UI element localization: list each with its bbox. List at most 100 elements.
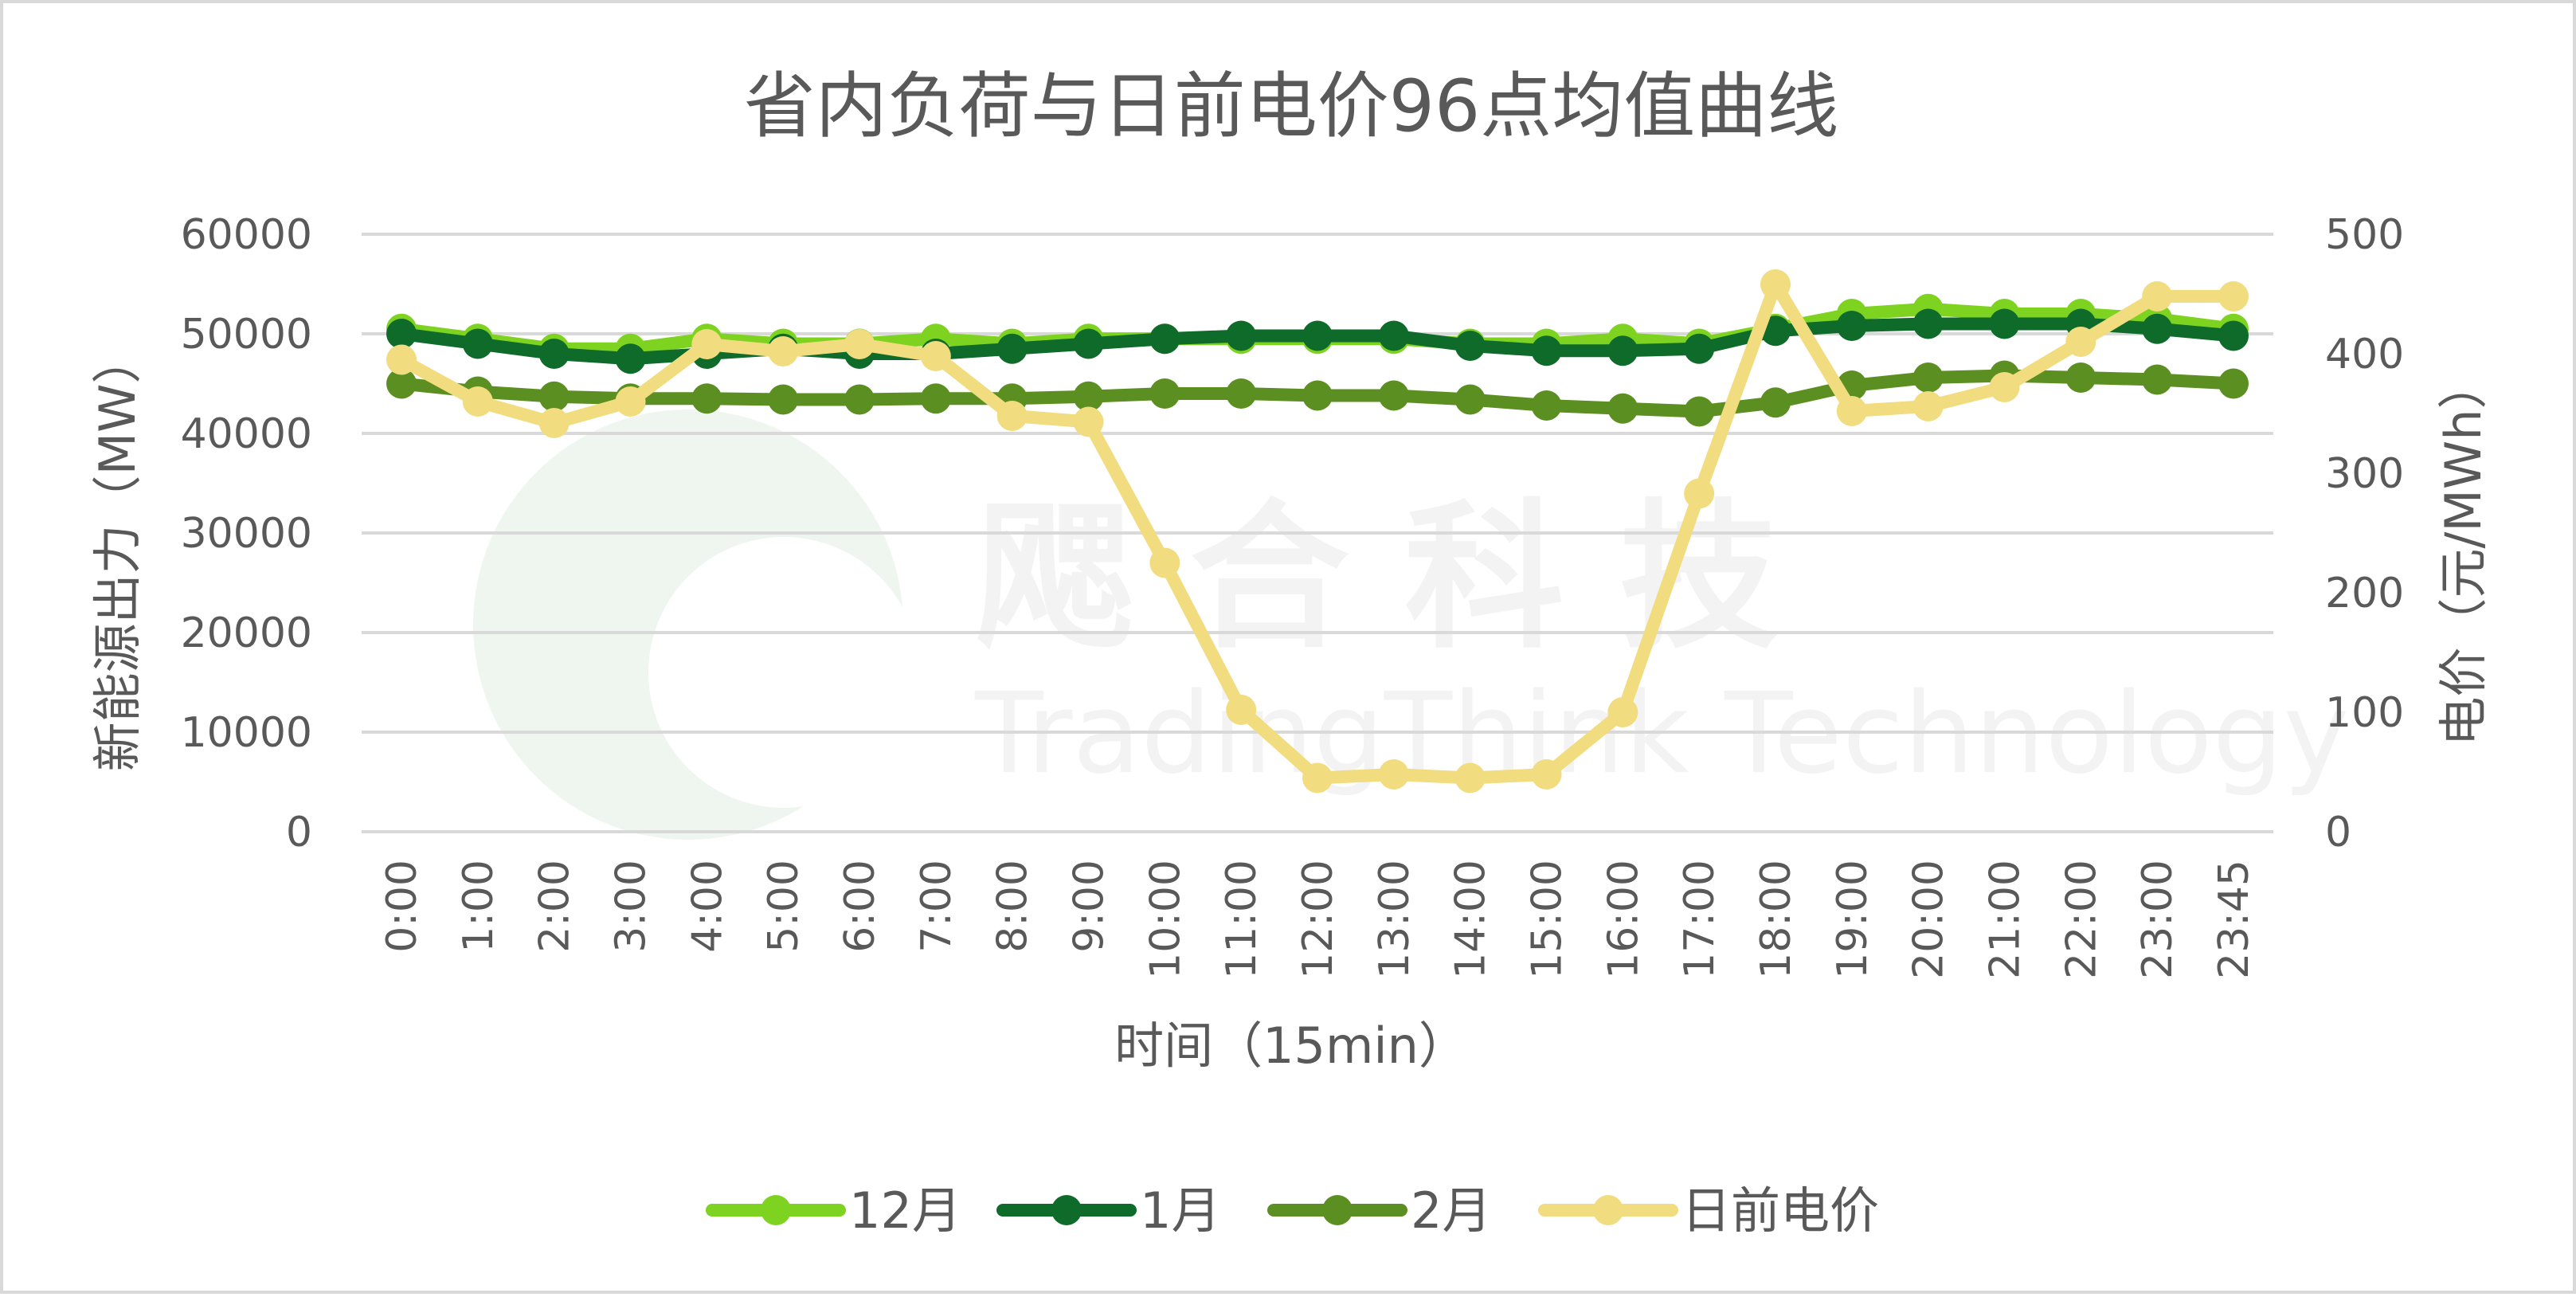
chart-canvas: 飔 合 科 技 TradingThink Technology 省内负荷与日前电… (88, 65, 2492, 1240)
data-point (1378, 759, 1409, 790)
x-tick: 21:00 (1982, 860, 2030, 979)
data-point (1760, 387, 1791, 418)
data-point (1531, 759, 1562, 790)
data-point (615, 343, 646, 374)
x-tick: 2:00 (531, 860, 579, 953)
data-point (1149, 547, 1180, 578)
data-point (1149, 378, 1180, 409)
data-point (386, 319, 417, 349)
data-point (538, 381, 570, 412)
data-point (1760, 269, 1791, 300)
data-point (386, 368, 417, 399)
data-point (1684, 333, 1715, 364)
data-point (1531, 390, 1562, 421)
y-tick-left: 0 (286, 809, 312, 856)
legend-marker (1322, 1195, 1353, 1225)
x-tick: 11:00 (1218, 860, 1266, 979)
data-point (1226, 378, 1257, 409)
data-point (1302, 380, 1333, 411)
data-point (844, 329, 875, 359)
data-point (996, 401, 1028, 431)
legend-marker (761, 1195, 791, 1225)
left-axis-ticks: 60000 50000 40000 30000 20000 10000 0 (181, 211, 312, 856)
watermark-cn: 飔 合 科 技 (975, 485, 1779, 671)
data-point (691, 383, 722, 414)
data-point (2065, 362, 2096, 393)
data-point (2142, 281, 2173, 312)
legend-item: 1月 (996, 1181, 1220, 1240)
x-tick: 22:00 (2057, 860, 2105, 979)
y-tick-left: 60000 (181, 211, 312, 259)
data-point (920, 341, 951, 371)
data-point (2218, 281, 2249, 312)
y-tick-left: 20000 (181, 609, 312, 657)
data-point (768, 336, 799, 366)
legend-item: 2月 (1267, 1181, 1491, 1240)
x-tick: 23:45 (2210, 860, 2258, 979)
data-point (1378, 320, 1409, 351)
data-point (1149, 323, 1180, 355)
y-tick-right: 0 (2325, 809, 2351, 856)
x-tick: 13:00 (1371, 860, 1419, 979)
x-tick: 3:00 (608, 860, 656, 953)
data-point (1302, 320, 1333, 351)
data-point (1073, 406, 1104, 437)
x-tick: 6:00 (836, 860, 884, 953)
data-point (2065, 327, 2096, 357)
x-tick: 23:00 (2134, 860, 2182, 979)
x-tick: 5:00 (760, 860, 808, 953)
data-point (2218, 320, 2249, 351)
data-point (768, 384, 799, 415)
y-tick-left: 50000 (181, 311, 312, 359)
data-point (1454, 762, 1486, 793)
y-tick-right: 500 (2325, 211, 2404, 259)
right-axis-ticks: 500 400 300 200 100 0 (2325, 211, 2404, 856)
data-point (1531, 335, 1562, 366)
data-point (1836, 396, 1867, 426)
data-point (1378, 380, 1409, 411)
y-tick-left: 10000 (181, 709, 312, 757)
data-point (1226, 320, 1257, 351)
watermark-logo-inner-icon (648, 537, 919, 808)
data-point (1684, 478, 1715, 509)
y-tick-left: 30000 (181, 510, 312, 558)
data-point (1454, 331, 1486, 361)
data-point (1073, 381, 1104, 412)
legend-label: 2月 (1411, 1181, 1491, 1240)
x-axis-label: 时间（15min） (1114, 1017, 1468, 1075)
y-tick-left: 40000 (181, 410, 312, 458)
gridlines (362, 233, 2273, 833)
x-tick: 0:00 (378, 860, 426, 953)
x-tick: 7:00 (913, 860, 961, 953)
data-point (538, 339, 570, 369)
data-point (1684, 396, 1715, 427)
legend-label: 12月 (849, 1181, 961, 1240)
x-tick: 17:00 (1676, 860, 1724, 979)
data-point (691, 329, 722, 359)
watermark-en: TradingThink Technology (974, 669, 2349, 799)
data-point (1607, 393, 1638, 424)
series-2 (386, 360, 2249, 427)
data-point (462, 386, 493, 417)
data-point (1912, 391, 1944, 421)
x-axis-ticks: 0:00 1:00 2:00 3:00 4:00 5:00 6:00 7:00 8:00 9:00… (378, 860, 2258, 979)
data-point (1836, 311, 1867, 341)
data-point (538, 408, 570, 438)
x-tick: 15:00 (1524, 860, 1572, 979)
data-point (2218, 368, 2249, 399)
data-point (462, 328, 493, 359)
y-tick-right: 300 (2325, 450, 2404, 498)
data-point (1989, 308, 2020, 339)
data-point (1912, 308, 1944, 339)
legend-item: 日前电价 (1538, 1181, 1879, 1240)
data-point (996, 333, 1028, 364)
y-tick-right: 200 (2325, 570, 2404, 617)
x-tick: 4:00 (683, 860, 731, 953)
x-tick: 1:00 (455, 860, 503, 953)
legend-marker (1593, 1195, 1623, 1225)
legend-item: 12月 (706, 1181, 961, 1240)
x-tick: 12:00 (1294, 860, 1342, 979)
data-point (1302, 762, 1333, 793)
x-tick: 8:00 (989, 860, 1037, 953)
